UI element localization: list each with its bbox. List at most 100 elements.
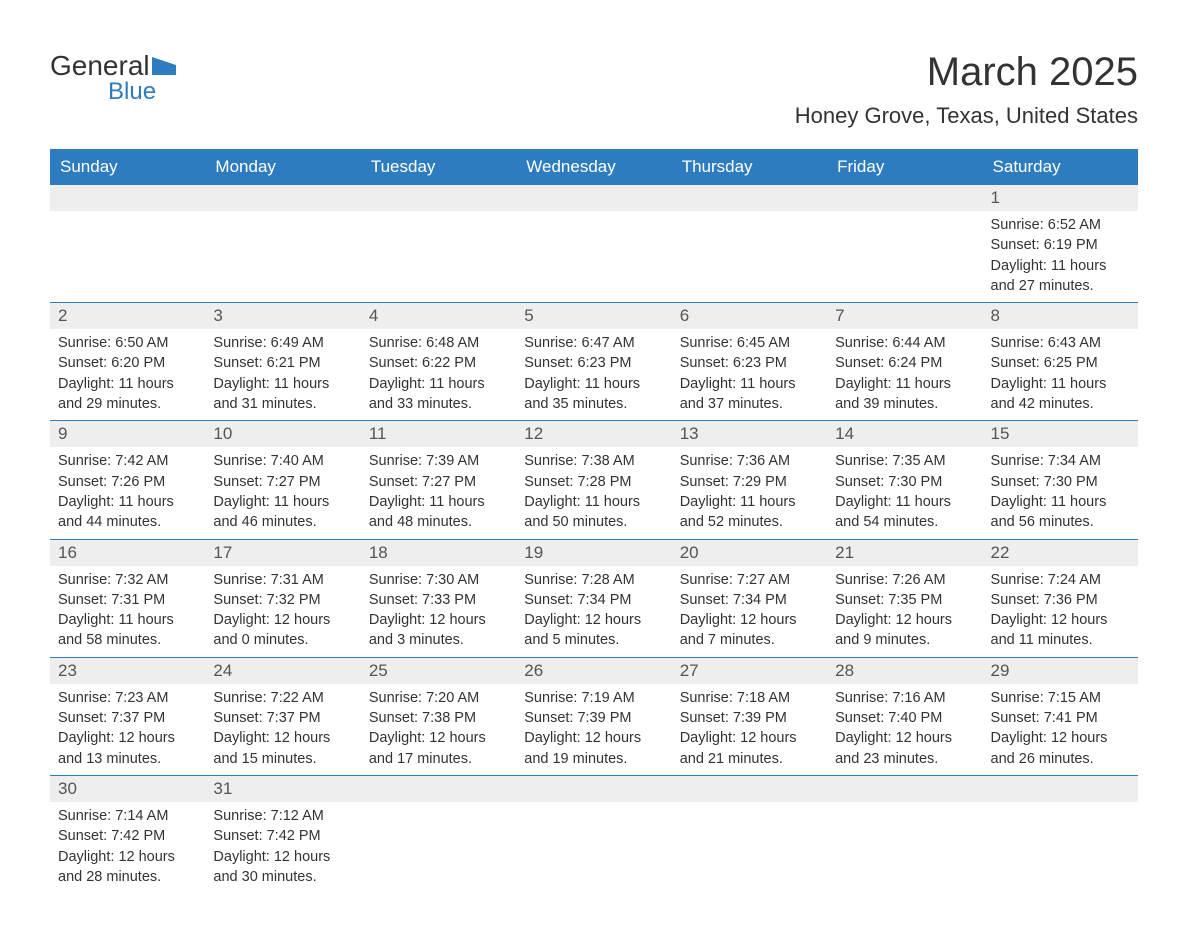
day-content: Sunrise: 7:16 AMSunset: 7:40 PMDaylight:… xyxy=(827,684,982,775)
day-cell: 19 Sunrise: 7:28 AMSunset: 7:34 PMDayligh… xyxy=(516,540,671,657)
day-number: 24 xyxy=(205,658,360,684)
daylight-text: Daylight: 11 hours and 42 minutes. xyxy=(991,374,1130,415)
daylight-text: Daylight: 12 hours and 7 minutes. xyxy=(680,610,819,651)
day-cell: 8Sunrise: 6:43 AMSunset: 6:25 PMDaylight… xyxy=(983,303,1138,420)
logo-flag-icon xyxy=(152,57,176,75)
sunset-text: Sunset: 6:22 PM xyxy=(369,353,508,373)
day-content: Sunrise: 7:38 AMSunset: 7:28 PMDaylight:… xyxy=(516,447,671,538)
day-cell: 24Sunrise: 7:22 AMSunset: 7:37 PMDayligh… xyxy=(205,658,360,775)
sunset-text: Sunset: 6:23 PM xyxy=(524,353,663,373)
sunset-text: Sunset: 7:28 PM xyxy=(524,472,663,492)
sunset-text: Sunset: 7:33 PM xyxy=(369,590,508,610)
day-number: 1 xyxy=(983,185,1138,211)
month-title: March 2025 xyxy=(795,50,1138,95)
day-header-sunday: Sunday xyxy=(50,149,205,185)
daylight-text: Daylight: 11 hours and 50 minutes. xyxy=(524,492,663,533)
day-number: 2 xyxy=(50,303,205,329)
daylight-text: Daylight: 11 hours and 33 minutes. xyxy=(369,374,508,415)
day-content: Sunrise: 6:50 AMSunset: 6:20 PMDaylight:… xyxy=(50,329,205,420)
day-cell: 2Sunrise: 6:50 AMSunset: 6:20 PMDaylight… xyxy=(50,303,205,420)
day-cell: 11Sunrise: 7:39 AMSunset: 7:27 PMDayligh… xyxy=(361,421,516,538)
daylight-text: Daylight: 11 hours and 27 minutes. xyxy=(991,256,1130,297)
day-number: 3 xyxy=(205,303,360,329)
sunrise-text: Sunrise: 6:48 AM xyxy=(369,333,508,353)
day-cell: 29Sunrise: 7:15 AMSunset: 7:41 PMDayligh… xyxy=(983,658,1138,775)
daylight-text: Daylight: 11 hours and 39 minutes. xyxy=(835,374,974,415)
day-number: 5 xyxy=(516,303,671,329)
daylight-text: Daylight: 11 hours and 37 minutes. xyxy=(680,374,819,415)
sunset-text: Sunset: 7:41 PM xyxy=(991,708,1130,728)
day-cell: 16Sunrise: 7:32 AMSunset: 7:31 PMDayligh… xyxy=(50,540,205,657)
day-cell xyxy=(827,776,982,893)
daylight-text: Daylight: 12 hours and 5 minutes. xyxy=(524,610,663,651)
day-number: 26 xyxy=(516,658,671,684)
day-cell xyxy=(205,185,360,302)
day-cell xyxy=(361,776,516,893)
sunrise-text: Sunrise: 7:23 AM xyxy=(58,688,197,708)
day-cell xyxy=(516,776,671,893)
empty-day-number xyxy=(361,776,516,802)
day-cell: 26Sunrise: 7:19 AMSunset: 7:39 PMDayligh… xyxy=(516,658,671,775)
day-content: Sunrise: 7:14 AMSunset: 7:42 PMDaylight:… xyxy=(50,802,205,893)
sunset-text: Sunset: 7:36 PM xyxy=(991,590,1130,610)
daylight-text: Daylight: 12 hours and 3 minutes. xyxy=(369,610,508,651)
day-cell xyxy=(827,185,982,302)
day-number: 12 xyxy=(516,421,671,447)
sunset-text: Sunset: 7:35 PM xyxy=(835,590,974,610)
sunrise-text: Sunrise: 6:45 AM xyxy=(680,333,819,353)
day-number: 22 xyxy=(983,540,1138,566)
week-row: 30Sunrise: 7:14 AMSunset: 7:42 PMDayligh… xyxy=(50,775,1138,893)
empty-day-number xyxy=(672,776,827,802)
day-content: Sunrise: 7:32 AMSunset: 7:31 PMDaylight:… xyxy=(50,566,205,657)
sunset-text: Sunset: 7:27 PM xyxy=(369,472,508,492)
logo: General Blue xyxy=(50,50,176,106)
day-number: 7 xyxy=(827,303,982,329)
day-number: 23 xyxy=(50,658,205,684)
day-cell: 13Sunrise: 7:36 AMSunset: 7:29 PMDayligh… xyxy=(672,421,827,538)
daylight-text: Daylight: 11 hours and 29 minutes. xyxy=(58,374,197,415)
sunset-text: Sunset: 7:34 PM xyxy=(524,590,663,610)
day-number: 17 xyxy=(205,540,360,566)
sunrise-text: Sunrise: 7:28 AM xyxy=(524,570,663,590)
sunrise-text: Sunrise: 7:36 AM xyxy=(680,451,819,471)
day-number: 10 xyxy=(205,421,360,447)
week-row: 1Sunrise: 6:52 AMSunset: 6:19 PMDaylight… xyxy=(50,185,1138,302)
week-row: 2Sunrise: 6:50 AMSunset: 6:20 PMDaylight… xyxy=(50,302,1138,420)
sunset-text: Sunset: 6:24 PM xyxy=(835,353,974,373)
day-number: 20 xyxy=(672,540,827,566)
daylight-text: Daylight: 12 hours and 11 minutes. xyxy=(991,610,1130,651)
sunset-text: Sunset: 7:38 PM xyxy=(369,708,508,728)
day-number: 25 xyxy=(361,658,516,684)
day-cell: 7Sunrise: 6:44 AMSunset: 6:24 PMDaylight… xyxy=(827,303,982,420)
empty-day-number xyxy=(827,185,982,211)
sunset-text: Sunset: 7:42 PM xyxy=(213,826,352,846)
daylight-text: Daylight: 11 hours and 54 minutes. xyxy=(835,492,974,533)
sunrise-text: Sunrise: 7:34 AM xyxy=(991,451,1130,471)
day-cell: 30Sunrise: 7:14 AMSunset: 7:42 PMDayligh… xyxy=(50,776,205,893)
day-content: Sunrise: 7:24 AMSunset: 7:36 PMDaylight:… xyxy=(983,566,1138,657)
daylight-text: Daylight: 12 hours and 17 minutes. xyxy=(369,728,508,769)
sunrise-text: Sunrise: 7:30 AM xyxy=(369,570,508,590)
day-header-friday: Friday xyxy=(827,149,982,185)
sunrise-text: Sunrise: 7:16 AM xyxy=(835,688,974,708)
sunset-text: Sunset: 6:23 PM xyxy=(680,353,819,373)
day-cell: 22Sunrise: 7:24 AMSunset: 7:36 PMDayligh… xyxy=(983,540,1138,657)
daylight-text: Daylight: 11 hours and 58 minutes. xyxy=(58,610,197,651)
day-number: 4 xyxy=(361,303,516,329)
daylight-text: Daylight: 12 hours and 13 minutes. xyxy=(58,728,197,769)
sunrise-text: Sunrise: 6:47 AM xyxy=(524,333,663,353)
daylight-text: Daylight: 12 hours and 19 minutes. xyxy=(524,728,663,769)
sunset-text: Sunset: 6:19 PM xyxy=(991,235,1130,255)
day-content: Sunrise: 7:30 AMSunset: 7:33 PMDaylight:… xyxy=(361,566,516,657)
day-cell: 9Sunrise: 7:42 AMSunset: 7:26 PMDaylight… xyxy=(50,421,205,538)
day-number: 19 xyxy=(516,540,671,566)
day-number: 15 xyxy=(983,421,1138,447)
sunset-text: Sunset: 7:30 PM xyxy=(991,472,1130,492)
sunrise-text: Sunrise: 7:27 AM xyxy=(680,570,819,590)
day-cell: 18Sunrise: 7:30 AMSunset: 7:33 PMDayligh… xyxy=(361,540,516,657)
sunset-text: Sunset: 7:32 PM xyxy=(213,590,352,610)
sunset-text: Sunset: 7:26 PM xyxy=(58,472,197,492)
day-headers-row: Sunday Monday Tuesday Wednesday Thursday… xyxy=(50,149,1138,185)
sunrise-text: Sunrise: 7:20 AM xyxy=(369,688,508,708)
day-cell xyxy=(672,185,827,302)
